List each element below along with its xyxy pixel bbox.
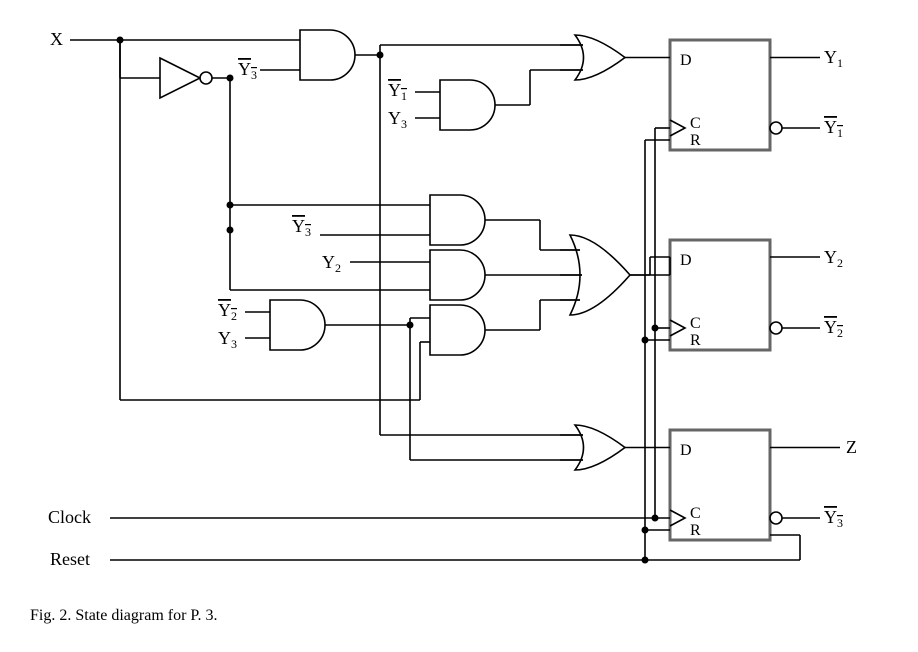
label-y3bar-a: Y3 — [238, 59, 257, 82]
ff3-c-label: C — [690, 505, 701, 522]
label-y3-left: Y3 — [218, 328, 237, 351]
label-y2bar-left: Y2 — [218, 300, 237, 323]
and-gate-b3 — [430, 305, 485, 355]
or-gate-o1 — [575, 35, 625, 80]
label-y2: Y2 — [824, 247, 843, 270]
flipflop-1: D C R — [670, 40, 782, 150]
figure-caption: Fig. 2. State diagram for P. 3. — [30, 607, 218, 624]
ff2-c-label: C — [690, 315, 701, 332]
label-x: X — [50, 29, 63, 49]
label-y3bar: Y3 — [824, 507, 843, 530]
ff1-r-label: R — [690, 132, 701, 149]
ff2-d-label: D — [680, 252, 692, 269]
ff1-d-label: D — [680, 52, 692, 69]
and-gate-a2 — [440, 80, 495, 130]
label-y1bar: Y1 — [824, 117, 843, 140]
label-y3-mid: Y3 — [388, 108, 407, 131]
circuit-diagram: D C R D C R D C R — [0, 0, 918, 652]
and-gate-b1 — [430, 195, 485, 245]
label-y2-mid: Y2 — [322, 252, 341, 275]
label-y1bar-mid: Y1 — [388, 80, 407, 103]
label-clock: Clock — [48, 507, 91, 527]
ff2-r-label: R — [690, 332, 701, 349]
ff1-c-label: C — [690, 115, 701, 132]
label-y3bar-b: Y3 — [292, 216, 311, 239]
ff3-d-label: D — [680, 442, 692, 459]
flipflop-3: D C R — [670, 430, 782, 540]
or-gate-o3 — [575, 425, 625, 470]
label-reset: Reset — [50, 549, 90, 569]
not-gate — [160, 58, 212, 98]
label-z: Z — [846, 437, 857, 457]
ff3-r-label: R — [690, 522, 701, 539]
flipflop-2: D C R — [670, 240, 782, 350]
and-gate-a1 — [300, 30, 355, 80]
and-gate-b2 — [430, 250, 485, 300]
and-gate-b0 — [270, 300, 325, 350]
label-y2bar: Y2 — [824, 317, 843, 340]
label-y1: Y1 — [824, 47, 843, 70]
